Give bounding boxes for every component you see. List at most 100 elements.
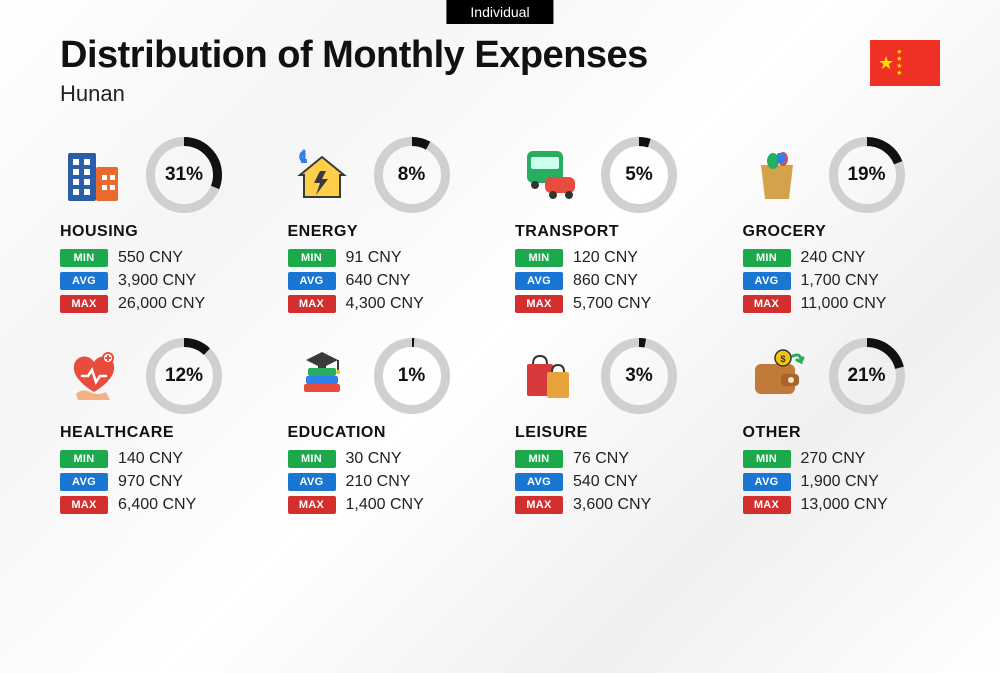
- other-max-value: 13,000 CNY: [801, 496, 888, 514]
- healthcare-icon: [60, 342, 128, 410]
- grocery-max-row: MAX 11,000 CNY: [743, 295, 941, 313]
- energy-avg-value: 640 CNY: [346, 272, 411, 290]
- category-card-energy: 8% ENERGY MIN 91 CNY AVG 640 CNY MAX 4,3…: [288, 137, 486, 318]
- education-avg-value: 210 CNY: [346, 473, 411, 491]
- grocery-avg-value: 1,700 CNY: [801, 272, 879, 290]
- education-percentage: 1%: [374, 338, 450, 414]
- max-pill: MAX: [515, 496, 563, 514]
- leisure-percentage: 3%: [601, 338, 677, 414]
- leisure-min-value: 76 CNY: [573, 450, 629, 468]
- energy-avg-row: AVG 640 CNY: [288, 272, 486, 290]
- categories-grid: 31% HOUSING MIN 550 CNY AVG 3,900 CNY MA…: [0, 117, 1000, 539]
- transport-avg-value: 860 CNY: [573, 272, 638, 290]
- education-avg-row: AVG 210 CNY: [288, 473, 486, 491]
- category-card-leisure: 3% LEISURE MIN 76 CNY AVG 540 CNY MAX 3,…: [515, 338, 713, 519]
- healthcare-min-row: MIN 140 CNY: [60, 450, 258, 468]
- avg-pill: AVG: [515, 272, 563, 290]
- avg-pill: AVG: [60, 473, 108, 491]
- housing-max-value: 26,000 CNY: [118, 295, 205, 313]
- transport-percentage: 5%: [601, 137, 677, 213]
- healthcare-percentage: 12%: [146, 338, 222, 414]
- education-icon: [288, 342, 356, 410]
- max-pill: MAX: [288, 295, 336, 313]
- category-card-education: 1% EDUCATION MIN 30 CNY AVG 210 CNY MAX …: [288, 338, 486, 519]
- min-pill: MIN: [288, 450, 336, 468]
- flag-icon: ★ ★★★★: [870, 40, 940, 86]
- grocery-min-value: 240 CNY: [801, 249, 866, 267]
- max-pill: MAX: [743, 496, 791, 514]
- min-pill: MIN: [288, 249, 336, 267]
- leisure-donut: 3%: [601, 338, 677, 414]
- healthcare-max-value: 6,400 CNY: [118, 496, 196, 514]
- education-donut: 1%: [374, 338, 450, 414]
- header: Distribution of Monthly Expenses Hunan ★…: [0, 0, 1000, 117]
- other-percentage: 21%: [829, 338, 905, 414]
- transport-min-row: MIN 120 CNY: [515, 249, 713, 267]
- min-pill: MIN: [743, 450, 791, 468]
- energy-icon: [288, 141, 356, 209]
- min-pill: MIN: [60, 450, 108, 468]
- min-pill: MIN: [743, 249, 791, 267]
- grocery-donut: 19%: [829, 137, 905, 213]
- transport-max-row: MAX 5,700 CNY: [515, 295, 713, 313]
- healthcare-avg-value: 970 CNY: [118, 473, 183, 491]
- leisure-avg-row: AVG 540 CNY: [515, 473, 713, 491]
- housing-max-row: MAX 26,000 CNY: [60, 295, 258, 313]
- leisure-label: LEISURE: [515, 424, 713, 442]
- max-pill: MAX: [288, 496, 336, 514]
- other-icon: $: [743, 342, 811, 410]
- category-card-housing: 31% HOUSING MIN 550 CNY AVG 3,900 CNY MA…: [60, 137, 258, 318]
- transport-label: TRANSPORT: [515, 223, 713, 241]
- grocery-min-row: MIN 240 CNY: [743, 249, 941, 267]
- housing-label: HOUSING: [60, 223, 258, 241]
- category-card-grocery: 19% GROCERY MIN 240 CNY AVG 1,700 CNY MA…: [743, 137, 941, 318]
- housing-avg-value: 3,900 CNY: [118, 272, 196, 290]
- avg-pill: AVG: [515, 473, 563, 491]
- energy-min-row: MIN 91 CNY: [288, 249, 486, 267]
- max-pill: MAX: [515, 295, 563, 313]
- other-avg-value: 1,900 CNY: [801, 473, 879, 491]
- transport-avg-row: AVG 860 CNY: [515, 272, 713, 290]
- other-label: OTHER: [743, 424, 941, 442]
- other-min-row: MIN 270 CNY: [743, 450, 941, 468]
- category-card-transport: 5% TRANSPORT MIN 120 CNY AVG 860 CNY MAX…: [515, 137, 713, 318]
- category-card-other: $ 21% OTHER MIN 270 CNY AVG 1,900 CNY MA…: [743, 338, 941, 519]
- transport-icon: [515, 141, 583, 209]
- grocery-percentage: 19%: [829, 137, 905, 213]
- page-subtitle: Hunan: [60, 81, 940, 107]
- education-max-value: 1,400 CNY: [346, 496, 424, 514]
- transport-min-value: 120 CNY: [573, 249, 638, 267]
- education-min-value: 30 CNY: [346, 450, 402, 468]
- avg-pill: AVG: [743, 272, 791, 290]
- education-label: EDUCATION: [288, 424, 486, 442]
- avg-pill: AVG: [288, 473, 336, 491]
- max-pill: MAX: [743, 295, 791, 313]
- healthcare-donut: 12%: [146, 338, 222, 414]
- min-pill: MIN: [60, 249, 108, 267]
- housing-percentage: 31%: [146, 137, 222, 213]
- housing-donut: 31%: [146, 137, 222, 213]
- grocery-label: GROCERY: [743, 223, 941, 241]
- leisure-avg-value: 540 CNY: [573, 473, 638, 491]
- max-pill: MAX: [60, 496, 108, 514]
- grocery-avg-row: AVG 1,700 CNY: [743, 272, 941, 290]
- housing-min-value: 550 CNY: [118, 249, 183, 267]
- energy-donut: 8%: [374, 137, 450, 213]
- leisure-max-value: 3,600 CNY: [573, 496, 651, 514]
- transport-donut: 5%: [601, 137, 677, 213]
- leisure-min-row: MIN 76 CNY: [515, 450, 713, 468]
- healthcare-label: HEALTHCARE: [60, 424, 258, 442]
- grocery-icon: [743, 141, 811, 209]
- healthcare-max-row: MAX 6,400 CNY: [60, 496, 258, 514]
- education-max-row: MAX 1,400 CNY: [288, 496, 486, 514]
- min-pill: MIN: [515, 249, 563, 267]
- energy-label: ENERGY: [288, 223, 486, 241]
- other-donut: 21%: [829, 338, 905, 414]
- housing-avg-row: AVG 3,900 CNY: [60, 272, 258, 290]
- energy-percentage: 8%: [374, 137, 450, 213]
- other-avg-row: AVG 1,900 CNY: [743, 473, 941, 491]
- other-max-row: MAX 13,000 CNY: [743, 496, 941, 514]
- max-pill: MAX: [60, 295, 108, 313]
- housing-icon: [60, 141, 128, 209]
- other-min-value: 270 CNY: [801, 450, 866, 468]
